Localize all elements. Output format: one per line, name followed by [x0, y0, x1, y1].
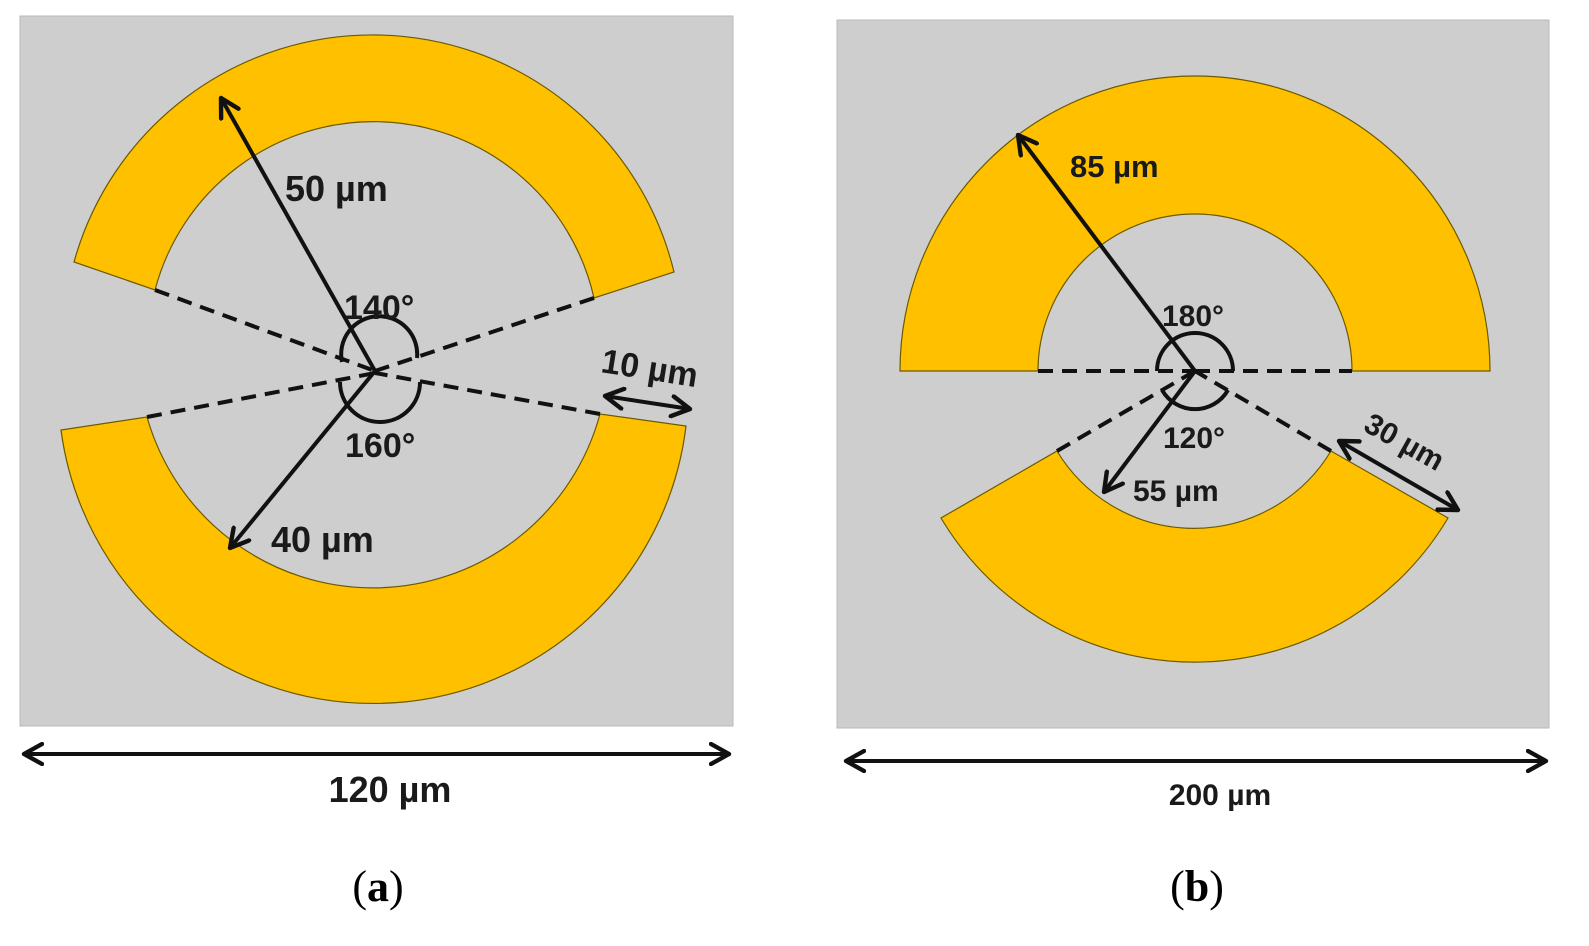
caption-b: (b) [1170, 862, 1224, 911]
inner-radius-arrow-b [1104, 369, 1197, 492]
outer-radius-label-a: 50 µm [285, 168, 388, 209]
panel-a: 50 µm 40 µm 140° 160° 10 µm 120 µm (a) [19, 15, 734, 911]
angle-arc-bottom-a [338, 381, 422, 424]
inner-radius-label-b: 55 µm [1133, 475, 1219, 508]
inner-radius-arrow-a [230, 369, 377, 548]
caption-a: (a) [352, 862, 403, 911]
lower-ring-a [60, 413, 687, 705]
outer-radius-arrow-a [221, 98, 377, 372]
outer-radius-arrow-b [1018, 135, 1197, 373]
angle-bottom-label-b: 120° [1163, 422, 1225, 455]
width-label-b: 200 µm [1169, 779, 1271, 812]
angle-bottom-label-a: 160° [345, 427, 415, 465]
upper-ring-b [899, 75, 1491, 372]
dashed-lines-b [1038, 369, 1352, 453]
angle-arc-top-b [1155, 331, 1235, 372]
angle-top-label-a: 140° [344, 289, 414, 327]
dashed-lines-a [146, 288, 601, 419]
angle-arc-top-a [339, 314, 420, 363]
inner-radius-label-a: 40 µm [271, 519, 374, 560]
lower-ring-b [940, 450, 1449, 663]
angle-top-label-b: 180° [1162, 300, 1224, 333]
gap-arrow-b [1339, 441, 1458, 510]
angle-arc-bottom-b [1160, 388, 1230, 412]
width-label-a: 120 µm [329, 769, 452, 810]
outer-radius-label-b: 85 µm [1070, 149, 1159, 184]
gap-arrow-a [605, 396, 690, 409]
panel-b: 85 µm 55 µm 180° 120° 30 µm 200 µm (b) [836, 19, 1550, 911]
